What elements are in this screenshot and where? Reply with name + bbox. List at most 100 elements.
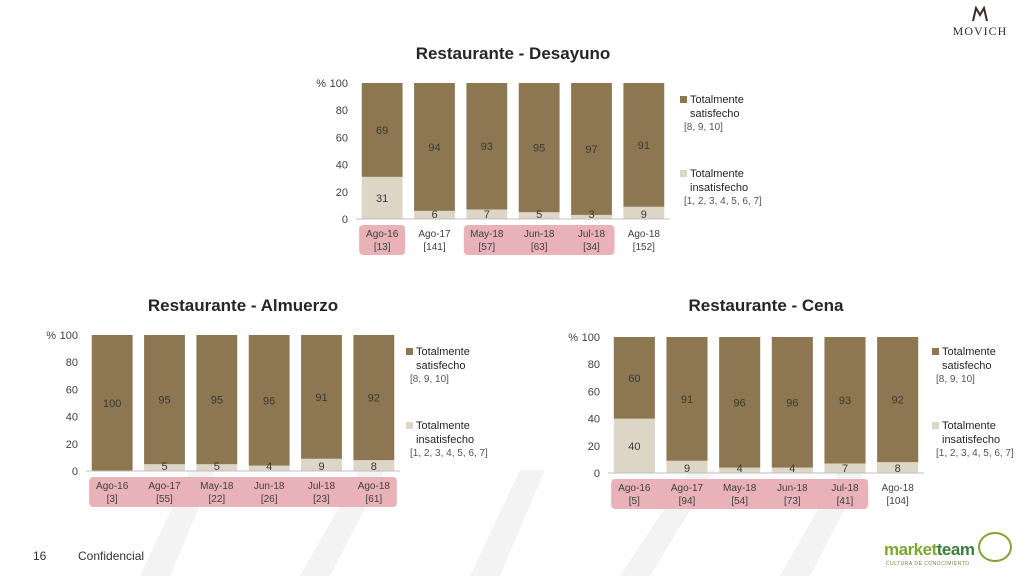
bar-satisfied bbox=[877, 337, 919, 463]
category-label: Ago-18 bbox=[358, 481, 391, 492]
bar-satisfied bbox=[301, 335, 342, 459]
legend-label-line: satisfecho bbox=[942, 360, 992, 372]
legend-swatch bbox=[680, 170, 687, 177]
legend-swatch bbox=[932, 422, 939, 429]
y-tick-label: 40 bbox=[588, 414, 600, 426]
y-tick-label: 0 bbox=[342, 214, 348, 226]
legend-label-line: Totalmente bbox=[416, 420, 470, 432]
bar-dissatisfied bbox=[518, 212, 560, 219]
marketteam-logo: marketteam CULTURA DE CONOCIMIENTO bbox=[884, 530, 1014, 572]
category-count: [73] bbox=[784, 496, 801, 507]
marketteam-logo-tagline: CULTURA DE CONOCIMIENTO bbox=[886, 561, 970, 567]
data-label-satisfied: 97 bbox=[585, 144, 597, 156]
chart-title: Restaurante - Desayuno bbox=[416, 44, 611, 63]
legend-note: [1, 2, 3, 4, 5, 6, 7] bbox=[936, 448, 1014, 459]
y-tick-label: 20 bbox=[336, 187, 348, 199]
data-label-satisfied: 69 bbox=[376, 125, 388, 137]
data-label-satisfied: 94 bbox=[428, 142, 440, 154]
legend-label-line: satisfecho bbox=[690, 108, 740, 120]
bar-satisfied bbox=[144, 335, 185, 465]
y-tick-label: 40 bbox=[336, 160, 348, 172]
category-count: [34] bbox=[583, 242, 600, 253]
bar-dissatisfied bbox=[623, 206, 665, 219]
y-tick-label: 0 bbox=[594, 468, 600, 480]
legend-label-line: satisfecho bbox=[416, 360, 466, 372]
category-label: Jul-18 bbox=[578, 229, 606, 240]
y-tick-label: 80 bbox=[66, 357, 78, 369]
data-label-dissatisfied: 4 bbox=[266, 461, 272, 473]
category-label: Jun-18 bbox=[777, 483, 808, 494]
bar-dissatisfied bbox=[248, 465, 290, 471]
chart-title: Restaurante - Almuerzo bbox=[148, 296, 338, 315]
bar-satisfied bbox=[613, 337, 655, 419]
bar-dissatisfied bbox=[414, 210, 455, 219]
bar-dissatisfied bbox=[824, 463, 866, 473]
bar-satisfied bbox=[196, 335, 238, 465]
bar-dissatisfied bbox=[466, 209, 508, 219]
brain-icon bbox=[978, 532, 1012, 562]
legend-note: [8, 9, 10] bbox=[410, 374, 449, 385]
y-axis-label: % bbox=[568, 332, 578, 344]
movich-logo: MOVICH bbox=[940, 6, 1020, 46]
legend-label-line: Totalmente bbox=[942, 346, 996, 358]
data-label-dissatisfied: 9 bbox=[318, 461, 324, 473]
data-label-satisfied: 91 bbox=[681, 394, 693, 406]
page-number: 16 bbox=[33, 549, 47, 563]
data-label-dissatisfied: 7 bbox=[484, 209, 490, 221]
bar-dissatisfied bbox=[666, 460, 708, 473]
y-tick-label: 20 bbox=[66, 439, 78, 451]
y-tick-label: 100 bbox=[60, 330, 78, 342]
data-label-dissatisfied: 6 bbox=[431, 209, 437, 221]
bar-satisfied bbox=[91, 335, 133, 471]
category-count: [23] bbox=[313, 494, 330, 505]
category-count: [54] bbox=[731, 496, 748, 507]
category-label: Jun-18 bbox=[254, 481, 285, 492]
category-highlight bbox=[359, 225, 406, 255]
legend-note: [8, 9, 10] bbox=[684, 122, 723, 133]
y-tick-label: 40 bbox=[66, 412, 78, 424]
data-label-dissatisfied: 5 bbox=[536, 209, 542, 221]
legend-swatch bbox=[406, 422, 413, 429]
data-label-dissatisfied: 4 bbox=[737, 463, 743, 475]
bar-satisfied bbox=[571, 83, 612, 215]
data-label-dissatisfied: 8 bbox=[895, 463, 901, 475]
category-label: Ago-17 bbox=[148, 481, 181, 492]
category-label: Ago-18 bbox=[882, 483, 915, 494]
y-tick-label: 20 bbox=[588, 441, 600, 453]
category-count: [3] bbox=[107, 494, 118, 505]
legend-label-line: insatisfecho bbox=[416, 434, 474, 446]
legend-label-line: insatisfecho bbox=[942, 434, 1000, 446]
legend-label-line: Totalmente bbox=[942, 420, 996, 432]
marketteam-logo-name: marketteam bbox=[884, 540, 975, 560]
bar-satisfied bbox=[824, 337, 866, 464]
legend-label-line: insatisfecho bbox=[690, 182, 748, 194]
data-label-satisfied: 93 bbox=[839, 395, 851, 407]
data-label-satisfied: 95 bbox=[211, 395, 223, 407]
data-label-satisfied: 96 bbox=[734, 397, 746, 409]
data-label-satisfied: 96 bbox=[786, 397, 798, 409]
chart-almuerzo: Restaurante - Almuerzo 0 20 40 60 80 100% 100 Ag… bbox=[46, 296, 488, 507]
bar-dissatisfied bbox=[877, 462, 919, 473]
legend-swatch bbox=[932, 348, 939, 355]
y-tick-label: 60 bbox=[336, 132, 348, 144]
category-label: Jul-18 bbox=[831, 483, 859, 494]
bar-dissatisfied bbox=[353, 460, 395, 471]
bar-satisfied bbox=[353, 335, 395, 461]
marketteam-logo-name-b: team bbox=[936, 540, 975, 559]
category-count: [152] bbox=[633, 242, 655, 253]
data-label-satisfied: 95 bbox=[158, 395, 170, 407]
bar-dissatisfied bbox=[771, 467, 813, 473]
category-count: [41] bbox=[837, 496, 854, 507]
category-count: [13] bbox=[374, 242, 391, 253]
data-label-dissatisfied: 4 bbox=[789, 463, 795, 475]
data-label-dissatisfied: 9 bbox=[684, 463, 690, 475]
data-label-satisfied: 92 bbox=[368, 393, 380, 405]
bar-satisfied bbox=[361, 83, 403, 177]
y-tick-label: 60 bbox=[66, 384, 78, 396]
bar-satisfied bbox=[771, 337, 813, 468]
category-count: [22] bbox=[208, 494, 225, 505]
category-count: [141] bbox=[423, 242, 445, 253]
legend-label-line: Totalmente bbox=[690, 94, 744, 106]
category-label: Ago-16 bbox=[366, 229, 399, 240]
legend-note: [8, 9, 10] bbox=[936, 374, 975, 385]
